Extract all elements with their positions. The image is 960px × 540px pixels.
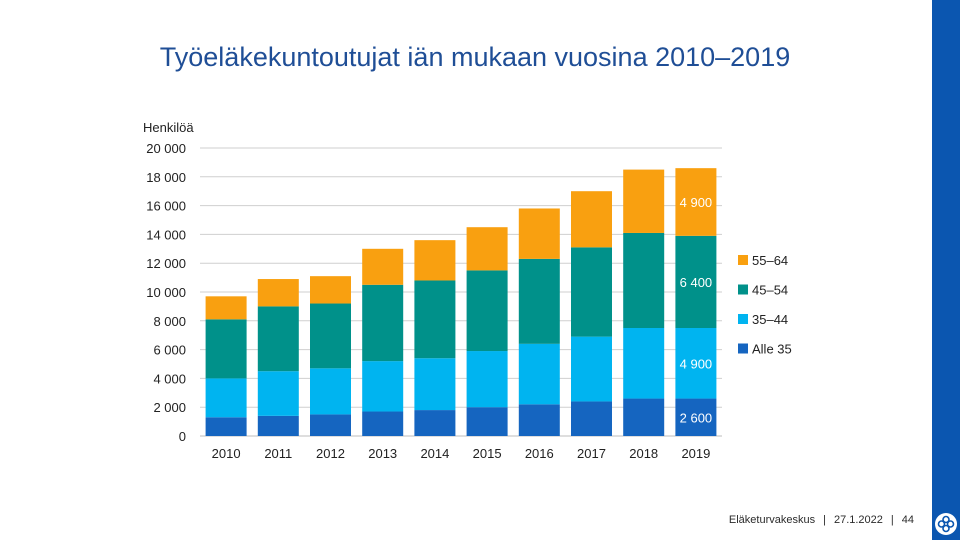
bar-segment	[675, 235, 717, 328]
bar-segment	[571, 401, 612, 436]
bar-segment	[310, 303, 351, 369]
footer-separator: |	[823, 514, 826, 526]
bar-segment	[362, 411, 404, 436]
bar-segment	[310, 368, 351, 415]
y-tick-label: 0	[179, 429, 186, 444]
legend-swatch	[738, 255, 748, 265]
bar-segment	[257, 279, 299, 307]
logo-icon	[935, 513, 957, 535]
bar-segment	[362, 361, 404, 412]
y-tick-label: 6 000	[153, 343, 186, 358]
stacked-bar-chart: Henkilöä 0 2 000 4 000 6 000 8 000 10 000 12 00…	[143, 120, 792, 461]
legend-swatch	[738, 314, 748, 324]
bar-segment	[466, 351, 508, 408]
y-tick-label: 8 000	[153, 314, 186, 329]
y-tick-label: 10 000	[146, 285, 186, 300]
y-tick-label: 20 000	[146, 141, 186, 156]
footer: Eläketurvakeskus | 27.1.2022 | 44	[729, 514, 914, 526]
x-tick-label: 2018	[629, 446, 658, 461]
x-tick-label: 2014	[420, 446, 449, 461]
bar-segment	[362, 248, 404, 285]
data-label: 6 400	[680, 275, 713, 290]
footer-page-number: 44	[901, 514, 914, 526]
x-tick-label: 2013	[368, 446, 397, 461]
bar-segment	[675, 168, 717, 236]
bar-segment	[310, 414, 351, 436]
footer-date: 27.1.2022	[833, 514, 883, 526]
bar-segment	[257, 371, 299, 416]
bar-segment	[414, 280, 456, 359]
y-tick-label: 14 000	[146, 227, 186, 242]
bar-segment	[310, 276, 351, 304]
x-tick-label: 2017	[577, 446, 606, 461]
bar-segment	[571, 191, 612, 248]
y-tick-label: 18 000	[146, 170, 186, 185]
bar-segment	[623, 232, 665, 328]
bar-segment	[205, 296, 247, 320]
y-axis-label: Henkilöä	[143, 120, 194, 135]
x-tick-label: 2015	[473, 446, 502, 461]
x-tick-label: 2012	[316, 446, 345, 461]
slide-title: Työeläkekuntoutujat iän mukaan vuosina 2…	[159, 42, 791, 72]
bar-segment	[675, 398, 717, 436]
legend-swatch	[738, 284, 748, 295]
bar-segment	[623, 169, 665, 233]
data-label: 4 900	[680, 195, 713, 210]
x-tick-label: 2019	[681, 446, 710, 461]
bar-segment	[518, 343, 560, 405]
bar-segment	[623, 328, 665, 399]
legend-label: 35–44	[752, 312, 788, 327]
footer-org: Eläketurvakeskus	[728, 514, 816, 526]
bar-segment	[205, 319, 247, 379]
bar-segment	[518, 208, 560, 259]
footer-separator: |	[890, 514, 894, 526]
bar-segment	[414, 358, 456, 411]
y-tick-label: 16 000	[146, 199, 186, 214]
data-label: 4 900	[680, 356, 713, 371]
legend-label: 45–54	[752, 283, 788, 298]
legend-label: Alle 35	[752, 342, 792, 357]
legend-swatch	[738, 343, 748, 354]
bar-segment	[362, 284, 404, 362]
bar-segment	[571, 336, 612, 402]
bar-segment	[414, 240, 456, 281]
bar-segment	[257, 306, 299, 372]
bar-segment	[623, 398, 665, 436]
bar-segment	[205, 378, 247, 418]
bar-segment	[257, 415, 299, 436]
x-tick-label: 2016	[525, 446, 554, 461]
bar-segment	[518, 258, 560, 344]
bar-segment	[466, 407, 508, 436]
bar-segment	[518, 404, 560, 436]
y-tick-label: 4 000	[153, 371, 186, 386]
x-tick-label: 2010	[212, 446, 241, 461]
data-label: 2 600	[680, 410, 713, 425]
y-tick-label: 12 000	[146, 256, 186, 271]
bar-segment	[466, 270, 508, 352]
x-tick-label: 2011	[264, 446, 292, 461]
bar-segment	[466, 227, 508, 271]
bar-segment	[205, 417, 247, 436]
bar-segment	[571, 247, 612, 337]
legend-label: 55–64	[752, 253, 788, 268]
bar-segment	[414, 410, 456, 436]
side-accent-bar	[932, 0, 960, 540]
y-tick-label: 2 000	[153, 400, 186, 415]
bar-segment	[675, 328, 717, 399]
